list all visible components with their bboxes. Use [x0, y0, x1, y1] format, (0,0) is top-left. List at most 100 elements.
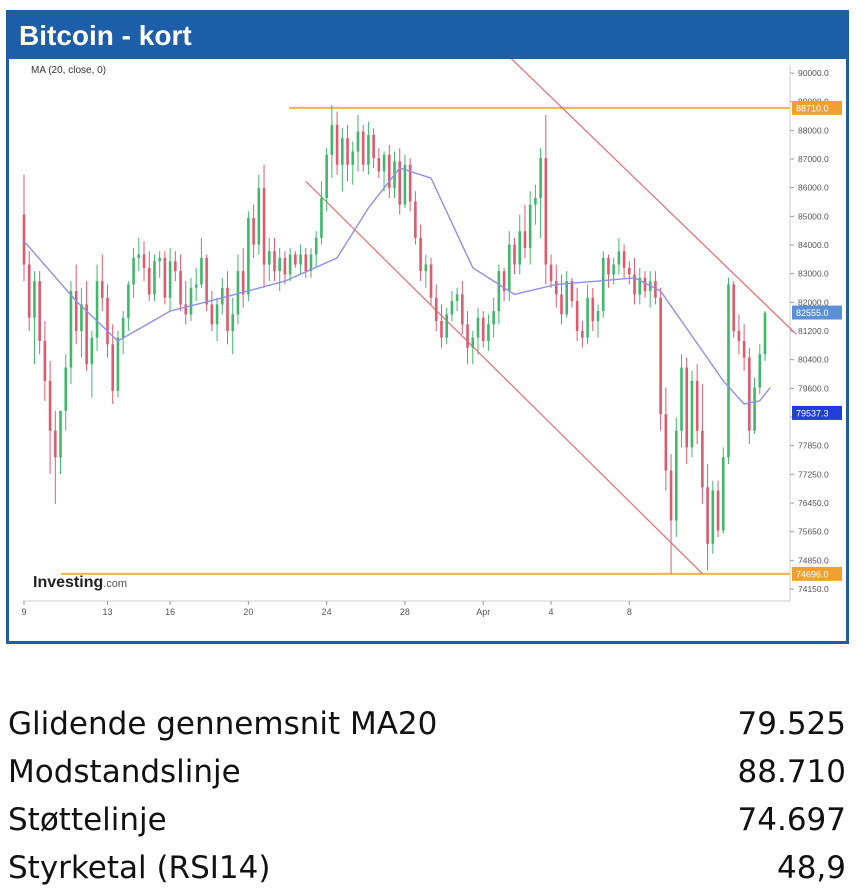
candle-body — [106, 297, 109, 345]
candle-body — [732, 284, 735, 331]
stat-value: 74.697 — [737, 802, 846, 838]
stat-label: Glidende gennemsnit MA20 — [8, 706, 438, 742]
candle-body — [54, 430, 57, 458]
x-tick-label: 13 — [102, 607, 112, 617]
x-tick-label: 16 — [165, 607, 175, 617]
candle-body — [721, 457, 725, 531]
candle-body — [508, 244, 511, 292]
candle-body — [581, 331, 584, 338]
candle-body — [544, 158, 548, 265]
candle-body — [147, 267, 151, 295]
candle-body — [471, 337, 475, 348]
candle-body — [194, 284, 198, 288]
candle-body — [763, 312, 767, 355]
candle-body — [294, 254, 297, 265]
price-tag — [792, 100, 842, 115]
y-tick-label: 82000.0 — [798, 297, 829, 307]
price-tag-label: 74696.0 — [796, 569, 829, 579]
candle-body — [387, 154, 391, 189]
candle-body — [466, 324, 469, 348]
candle-body — [706, 487, 709, 544]
candle-body — [38, 281, 41, 341]
y-tick-label: 87000.0 — [798, 154, 829, 164]
candle-body — [445, 314, 448, 338]
x-tick-label: 28 — [400, 607, 410, 617]
x-tick-label: 24 — [322, 607, 332, 617]
candle-body — [64, 367, 68, 411]
candle-body — [424, 264, 428, 272]
stat-row-resistance: Modstandslinje 88.710 — [8, 748, 846, 796]
candle-body — [737, 331, 741, 341]
candle-body — [137, 254, 141, 258]
candle-body — [351, 151, 355, 165]
stat-row-ma20: Glidende gennemsnit MA20 79.525 — [8, 700, 846, 748]
y-tick-label: 86000.0 — [798, 183, 829, 193]
candle-body — [554, 281, 558, 295]
candle-body — [481, 317, 485, 341]
candle-body — [59, 410, 62, 458]
y-tick-label: 76450.0 — [798, 498, 829, 508]
candle-body — [132, 257, 135, 285]
x-tick-label: 8 — [627, 607, 632, 617]
y-tick-label: 84000.0 — [798, 240, 829, 250]
price-tag — [792, 305, 842, 320]
stat-value: 88.710 — [737, 754, 846, 790]
candle-body — [539, 158, 542, 198]
candle-body — [304, 254, 308, 272]
candle-body — [690, 380, 694, 448]
candle-body — [267, 251, 271, 265]
ma-indicator-label: MA (20, close, 0) — [31, 65, 106, 76]
candle-body — [628, 267, 631, 275]
candle-body — [518, 231, 522, 265]
candle-body — [163, 257, 167, 298]
candle-body — [382, 154, 386, 172]
y-tick-label: 88000.0 — [798, 125, 829, 135]
x-tick-label: 9 — [21, 607, 26, 617]
y-tick-label: 75650.0 — [798, 527, 829, 537]
y-tick-label: 74850.0 — [798, 555, 829, 565]
candle-body — [309, 254, 313, 272]
candle-body — [121, 317, 125, 338]
candle-body — [247, 217, 250, 295]
candle-body — [236, 271, 240, 315]
candle-body — [528, 204, 532, 248]
x-tick-label: Apr — [476, 607, 490, 617]
price-tag-label: 88710.0 — [796, 103, 829, 113]
candle-body — [100, 281, 104, 298]
candle-body — [429, 264, 433, 298]
investing-watermark: Investing — [33, 574, 103, 591]
candle-body — [742, 340, 746, 358]
candle-body — [617, 251, 621, 265]
candle-body — [356, 131, 360, 152]
candle-body — [419, 237, 422, 272]
candle-body — [549, 264, 553, 282]
candle-body — [398, 161, 402, 205]
y-tick-label: 90000.0 — [798, 68, 829, 78]
price-tag — [792, 566, 842, 581]
candle-body — [288, 254, 292, 275]
candle-body — [27, 264, 31, 318]
price-tag-label: 79537.3 — [796, 408, 829, 418]
candle-body — [210, 304, 214, 325]
candle-body — [674, 430, 678, 521]
candle-body — [231, 314, 235, 331]
candle-body — [330, 124, 334, 155]
channel-upper-line — [510, 59, 797, 335]
candle-body — [753, 387, 756, 431]
stat-label: Støttelinje — [8, 802, 167, 838]
candle-body — [643, 277, 647, 292]
y-tick-label: 74150.0 — [798, 584, 829, 594]
x-tick-label: 20 — [243, 607, 253, 617]
candle-body — [314, 237, 318, 255]
candle-body — [586, 297, 589, 338]
candle-body — [74, 291, 78, 331]
candle-body — [153, 261, 156, 295]
candle-body — [560, 294, 563, 315]
candle-body — [90, 337, 94, 365]
candle-body — [80, 304, 83, 331]
candle-body — [695, 380, 699, 431]
candle-body — [403, 164, 407, 205]
stat-value: 48,9 — [776, 850, 846, 886]
price-tag — [792, 405, 842, 420]
candle-body — [205, 257, 208, 305]
